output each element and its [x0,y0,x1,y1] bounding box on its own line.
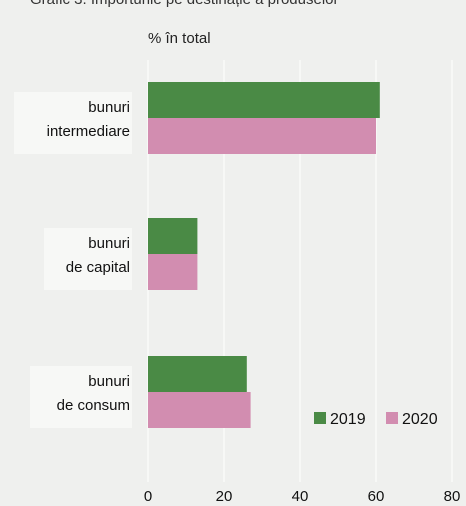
category-label-box-0 [14,92,132,154]
x-tick-label-0: 0 [144,488,152,505]
unit-label: % în total [148,30,211,47]
category-label-1-1: de capital [66,259,130,276]
x-tick-label-4: 80 [444,488,461,505]
legend-label-2020: 2020 [402,411,438,428]
legend-swatch-2020 [386,412,398,424]
bar-2-2020 [148,392,251,428]
legend-label-2019: 2019 [330,411,366,428]
category-label-0-1: intermediare [47,123,130,140]
chart-title: Grafic 3. Importurile pe destinație a pr… [30,0,339,8]
category-label-2-0: bunuri [88,373,130,390]
legend-swatch-2019 [314,412,326,424]
x-tick-label-1: 20 [216,488,233,505]
x-tick-label-3: 60 [368,488,385,505]
bar-0-2020 [148,118,376,154]
bar-0-2019 [148,82,380,118]
category-label-1-0: bunuri [88,235,130,252]
category-label-box-2 [30,366,132,428]
x-tick-label-2: 40 [292,488,309,505]
bar-1-2020 [148,254,198,290]
bar-1-2019 [148,218,198,254]
category-label-2-1: de consum [57,397,130,414]
category-label-box-1 [44,228,132,290]
category-label-0-0: bunuri [88,99,130,116]
bar-2-2019 [148,356,247,392]
